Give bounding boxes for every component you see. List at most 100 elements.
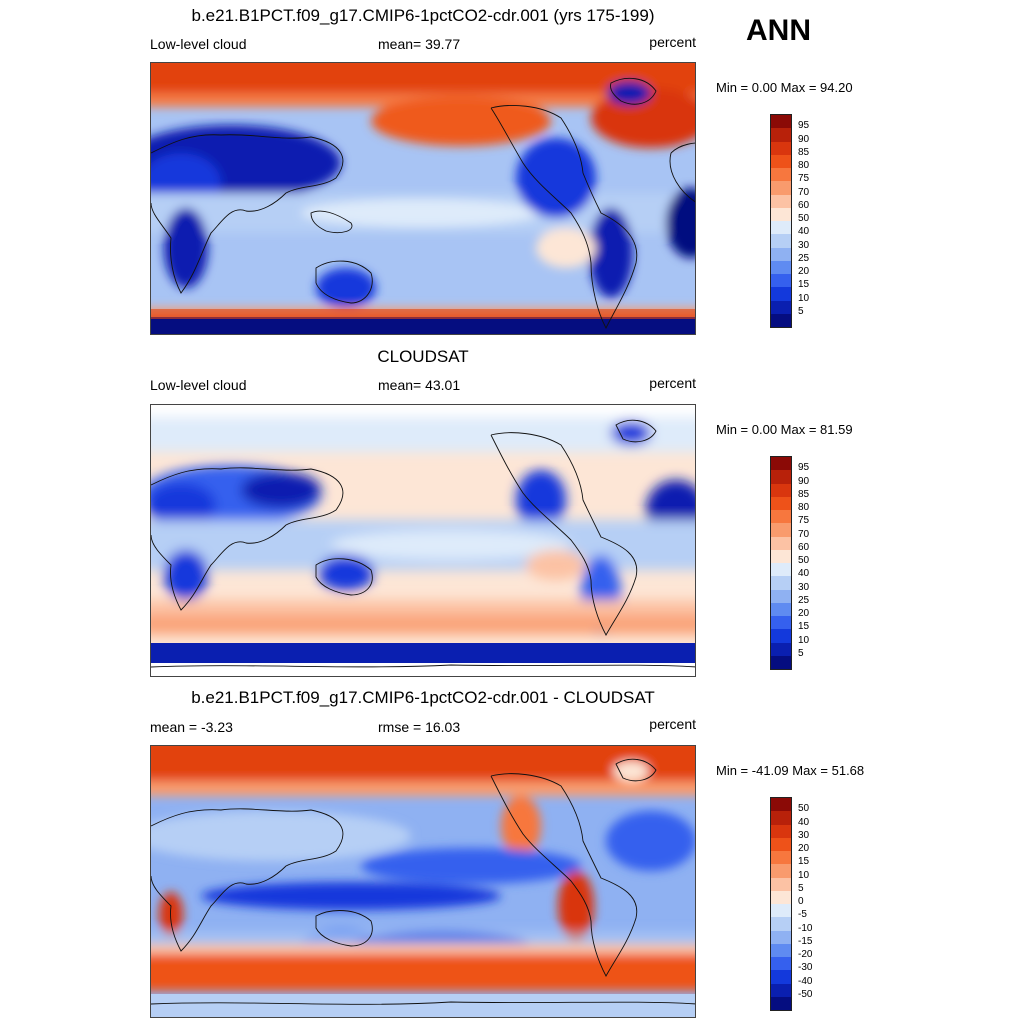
colorbar-swatch	[771, 141, 791, 155]
colorbar-tick-label: 80	[798, 160, 810, 171]
colorbar-swatch	[771, 824, 791, 838]
colorbar-tick-label: 20	[798, 608, 810, 619]
colorbar-tick-label: 90	[798, 475, 810, 487]
colorbar-swatch	[771, 115, 791, 129]
colorbar-swatch	[771, 221, 791, 235]
colorbar-tick-label: 25	[798, 594, 810, 606]
colorbar-tick-label: 85	[798, 146, 810, 158]
colorbar-tick-label: -5	[798, 909, 807, 921]
colorbar-tick-label: 15	[798, 856, 810, 868]
colorbar-swatch	[771, 194, 791, 208]
colorbar-tick-label: 95	[798, 462, 810, 474]
panel-3-units-label: percent	[649, 716, 696, 732]
colorbar-swatch	[771, 864, 791, 878]
colorbar-swatch	[771, 483, 791, 497]
colorbar-tick-label: -40	[798, 975, 813, 987]
colorbar-swatch	[771, 274, 791, 288]
colorbar-swatch	[771, 890, 791, 904]
panel-1-colorbar	[770, 114, 792, 328]
colorbar-tick-label: 10	[798, 292, 810, 304]
colorbar-swatch	[771, 523, 791, 537]
colorbar-swatch	[771, 496, 791, 510]
colorbar-swatch	[771, 983, 791, 997]
panel-1-units-label: percent	[649, 34, 696, 50]
colorbar-swatch	[771, 128, 791, 142]
colorbar-tick-label: 70	[798, 186, 810, 198]
colorbar-swatch	[771, 616, 791, 630]
colorbar-tick-label: 40	[798, 226, 810, 238]
colorbar-swatch	[771, 877, 791, 891]
panel-1-mean-label: mean= 39.77	[378, 36, 461, 52]
colorbar-swatch	[771, 247, 791, 261]
colorbar-tick-label: 10	[798, 634, 810, 646]
colorbar-swatch	[771, 602, 791, 616]
colorbar-tick-label: 40	[798, 568, 810, 580]
colorbar-tick-label: 90	[798, 133, 810, 145]
panel-1-left-label: Low-level cloud	[150, 36, 247, 52]
panel-3-mean-label: mean = -3.23	[150, 719, 233, 735]
colorbar-swatch	[771, 996, 791, 1010]
colorbar-tick-label: 50	[798, 555, 810, 566]
colorbar-tick-label: 95	[798, 120, 810, 132]
colorbar-tick-label: 25	[798, 252, 810, 264]
colorbar-swatch	[771, 917, 791, 931]
colorbar-tick-label: 60	[798, 541, 810, 553]
colorbar-swatch	[771, 536, 791, 550]
colorbar-tick-label: 20	[798, 266, 810, 277]
colorbar-tick-label: 60	[798, 199, 810, 211]
panel-1-minmax: Min = 0.00 Max = 94.20	[716, 80, 853, 95]
colorbar-tick-label: -10	[798, 922, 813, 934]
panel-1-title: b.e21.B1PCT.f09_g17.CMIP6-1pctCO2-cdr.00…	[191, 6, 655, 25]
colorbar-swatch	[771, 181, 791, 195]
colorbar-tick-label: 85	[798, 488, 810, 500]
colorbar-tick-label: 70	[798, 528, 810, 540]
panel-2-mean-label: mean= 43.01	[378, 377, 461, 393]
panel-3-map	[150, 745, 696, 1018]
colorbar-tick-label: -30	[798, 962, 813, 974]
panel-3-title: b.e21.B1PCT.f09_g17.CMIP6-1pctCO2-cdr.00…	[191, 688, 655, 707]
colorbar-tick-label: 80	[798, 502, 810, 513]
colorbar-swatch	[771, 300, 791, 314]
colorbar-tick-label: 30	[798, 581, 810, 593]
panel-2-title: CLOUDSAT	[377, 347, 469, 366]
colorbar-swatch	[771, 207, 791, 221]
colorbar-tick-label: 20	[798, 843, 810, 854]
colorbar-tick-label: 5	[798, 647, 804, 659]
colorbar-swatch	[771, 837, 791, 851]
colorbar-tick-label: -50	[798, 988, 813, 1000]
panel-2-colorbar	[770, 456, 792, 670]
colorbar-swatch	[771, 168, 791, 182]
season-label: ANN	[746, 14, 811, 47]
colorbar-tick-label: 75	[798, 515, 810, 527]
colorbar-swatch	[771, 576, 791, 590]
colorbar-tick-label: 30	[798, 239, 810, 251]
colorbar-tick-label: 50	[798, 803, 810, 815]
panel-2-map	[150, 404, 696, 677]
panel-2-units-label: percent	[649, 375, 696, 391]
colorbar-swatch	[771, 313, 791, 327]
colorbar-swatch	[771, 563, 791, 577]
colorbar-swatch	[771, 798, 791, 812]
colorbar-tick-label: 5	[798, 305, 804, 317]
panel-3-rmse-label: rmse = 16.03	[378, 719, 461, 735]
colorbar-swatch	[771, 851, 791, 865]
colorbar-tick-label: 15	[798, 621, 810, 633]
panel-3-minmax: Min = -41.09 Max = 51.68	[716, 763, 865, 778]
colorbar-tick-label: 30	[798, 829, 810, 841]
colorbar-swatch	[771, 970, 791, 984]
panel-1-map	[150, 62, 696, 335]
colorbar-swatch	[771, 904, 791, 918]
colorbar-swatch	[771, 930, 791, 944]
colorbar-swatch	[771, 589, 791, 603]
colorbar-tick-label: 15	[798, 279, 810, 291]
colorbar-swatch	[771, 260, 791, 274]
colorbar-swatch	[771, 234, 791, 248]
colorbar-tick-label: 75	[798, 173, 810, 185]
colorbar-swatch	[771, 457, 791, 471]
colorbar-swatch	[771, 154, 791, 168]
panel-3-colorbar	[770, 797, 792, 1011]
colorbar-swatch	[771, 287, 791, 301]
panel-2-minmax: Min = 0.00 Max = 81.59	[716, 422, 853, 437]
colorbar-tick-label: 5	[798, 882, 804, 894]
colorbar-swatch	[771, 811, 791, 825]
